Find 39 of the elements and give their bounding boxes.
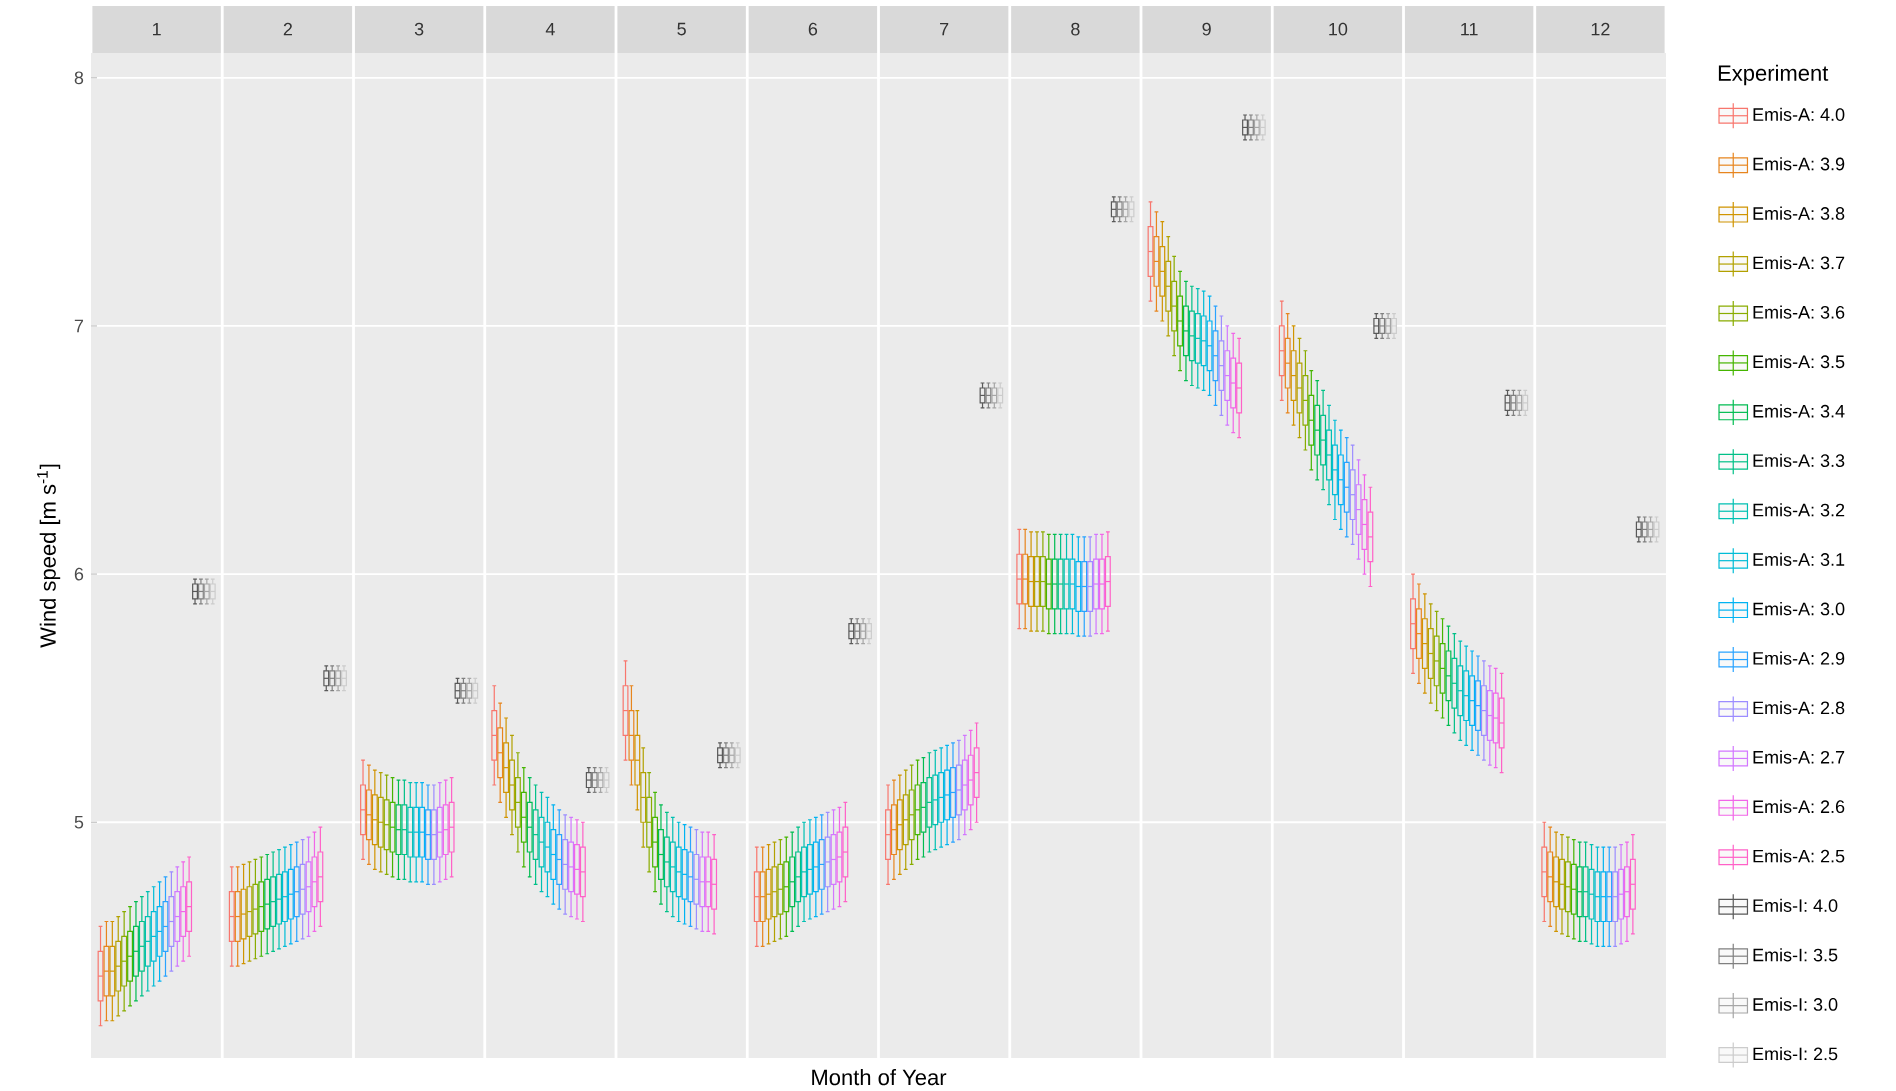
x-tick-label: 3 [414,22,424,36]
y-axis-title: Wind speed [m s$^{-1}$] [37,464,61,648]
x-axis-title: Month of Year [812,1069,947,1086]
legend-label: Emis-I: 2.5 [1753,1047,1838,1061]
legend-label: Emis-A: 2.6 [1753,799,1845,814]
legend-label: Emis-A: 3.3 [1753,453,1845,468]
legend-label: Emis-A: 2.8 [1753,700,1845,715]
legend-label: Emis-A: 3.5 [1753,354,1845,369]
y-tick-label: 8 [74,71,84,85]
x-tick-label: 4 [545,22,555,36]
legend-label: Emis-A: 3.9 [1753,157,1845,171]
y-tick-label: 6 [74,567,84,581]
x-tick-label: 2 [283,22,292,36]
x-tick-label: 11 [1461,22,1478,36]
legend-label: Emis-A: 3.8 [1753,206,1845,220]
y-tick-label: 7 [74,319,84,333]
legend-label: Emis-A: 2.7 [1753,750,1845,764]
x-tick-label: 1 [153,22,161,36]
x-tick-label: 12 [1591,22,1610,36]
legend-label: Emis-A: 3.7 [1753,256,1845,270]
x-tick-label: 5 [677,22,686,36]
legend-label: Emis-A: 2.5 [1753,849,1845,863]
y-tick-label: 5 [74,815,84,829]
legend-title: Experiment [1718,64,1829,86]
x-tick-label: 9 [1202,22,1211,36]
legend-label: Emis-A: 3.6 [1753,305,1845,319]
legend-label: Emis-A: 3.1 [1753,552,1845,566]
legend-label: Emis-A: 3.0 [1753,602,1845,616]
legend-label: Emis-I: 3.5 [1753,948,1838,962]
legend-label: Emis-I: 4.0 [1753,898,1838,912]
x-tick-label: 7 [940,22,949,36]
x-tick-label: 6 [808,22,818,36]
legend-label: Emis-A: 4.0 [1753,107,1845,121]
legend-label: Emis-A: 3.2 [1753,503,1845,517]
legend-label: Emis-A: 2.9 [1753,651,1845,665]
x-tick-label: 10 [1329,22,1348,36]
legend-label: Emis-I: 3.0 [1753,997,1838,1011]
x-tick-label: 8 [1071,22,1080,36]
legend-label: Emis-A: 3.4 [1753,404,1845,418]
